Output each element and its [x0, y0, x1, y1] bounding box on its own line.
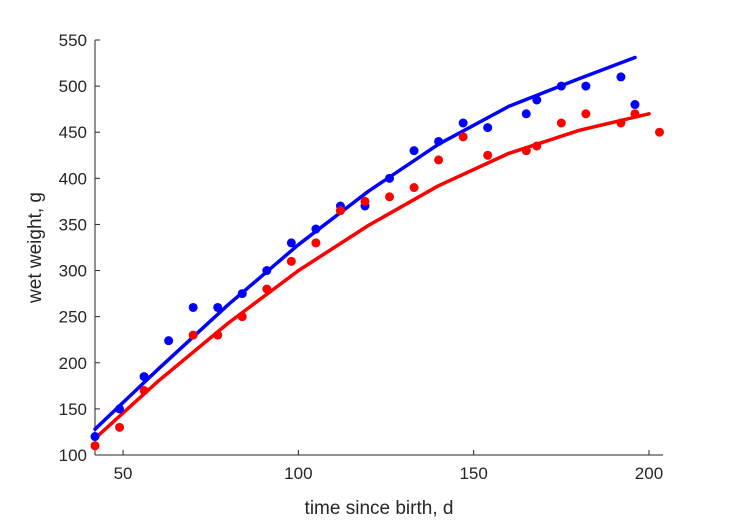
- data-point-series-1: [311, 224, 321, 234]
- data-point-series-1: [458, 118, 468, 128]
- fit-line-series-1: [93, 55, 637, 431]
- y-tick-label: 400: [59, 169, 87, 188]
- data-point-series-2: [90, 441, 100, 451]
- data-points: [90, 72, 664, 451]
- axes: 50 100 150 200 100 150 200 250 300 350 400 450 500 55…: [59, 31, 664, 483]
- data-point-series-1: [483, 123, 493, 133]
- data-point-series-2: [213, 330, 223, 340]
- data-point-series-2: [434, 155, 444, 165]
- data-point-series-2: [458, 132, 468, 142]
- data-point-series-2: [556, 118, 566, 128]
- data-point-series-1: [237, 289, 247, 299]
- y-axis-label: wet weight, g: [25, 192, 46, 304]
- y-tick-label: 100: [59, 446, 87, 465]
- data-point-series-1: [262, 266, 272, 276]
- y-tick-label: 200: [59, 354, 87, 373]
- y-tick-label: 300: [59, 262, 87, 281]
- data-point-series-1: [213, 302, 223, 312]
- x-tick-label: 100: [284, 464, 312, 483]
- x-axis-label: time since birth, d: [305, 498, 454, 519]
- data-point-series-2: [409, 183, 419, 193]
- data-point-series-1: [139, 372, 149, 382]
- fit-curves: [93, 55, 651, 441]
- data-point-series-2: [311, 238, 321, 248]
- data-point-series-1: [616, 72, 626, 82]
- data-point-series-2: [360, 196, 370, 206]
- data-point-series-2: [237, 312, 247, 322]
- data-point-series-1: [409, 146, 419, 156]
- y-tick-label: 150: [59, 400, 87, 419]
- data-point-series-1: [532, 95, 542, 105]
- data-point-series-2: [139, 385, 149, 395]
- data-point-series-2: [483, 150, 493, 160]
- y-tick-label: 250: [59, 308, 87, 327]
- data-point-series-2: [286, 256, 296, 266]
- x-tick-label: 200: [635, 464, 663, 483]
- y-tick-label: 350: [59, 215, 87, 234]
- data-point-series-2: [630, 109, 640, 119]
- y-tick-label: 550: [59, 31, 87, 50]
- data-point-series-2: [654, 127, 664, 137]
- x-tick-label: 150: [459, 464, 487, 483]
- data-point-series-1: [521, 109, 531, 119]
- data-point-series-2: [385, 192, 395, 202]
- data-point-series-1: [115, 404, 125, 414]
- x-tick-label: 50: [114, 464, 133, 483]
- data-point-series-1: [556, 81, 566, 91]
- fit-line-series-2: [93, 112, 651, 441]
- data-point-series-2: [616, 118, 626, 128]
- data-point-series-2: [335, 206, 345, 216]
- data-point-series-1: [188, 302, 198, 312]
- data-point-series-1: [434, 136, 444, 146]
- y-tick-label: 450: [59, 123, 87, 142]
- data-point-series-1: [286, 238, 296, 248]
- data-point-series-1: [581, 81, 591, 91]
- data-point-series-2: [115, 422, 125, 432]
- data-point-series-2: [188, 330, 198, 340]
- data-point-series-1: [90, 432, 100, 442]
- data-point-series-2: [521, 146, 531, 156]
- data-point-series-1: [385, 173, 395, 183]
- data-point-series-2: [532, 141, 542, 151]
- data-point-series-2: [581, 109, 591, 119]
- data-point-series-1: [630, 100, 640, 110]
- data-point-series-2: [262, 284, 272, 294]
- y-tick-label: 500: [59, 77, 87, 96]
- data-point-series-1: [164, 336, 174, 346]
